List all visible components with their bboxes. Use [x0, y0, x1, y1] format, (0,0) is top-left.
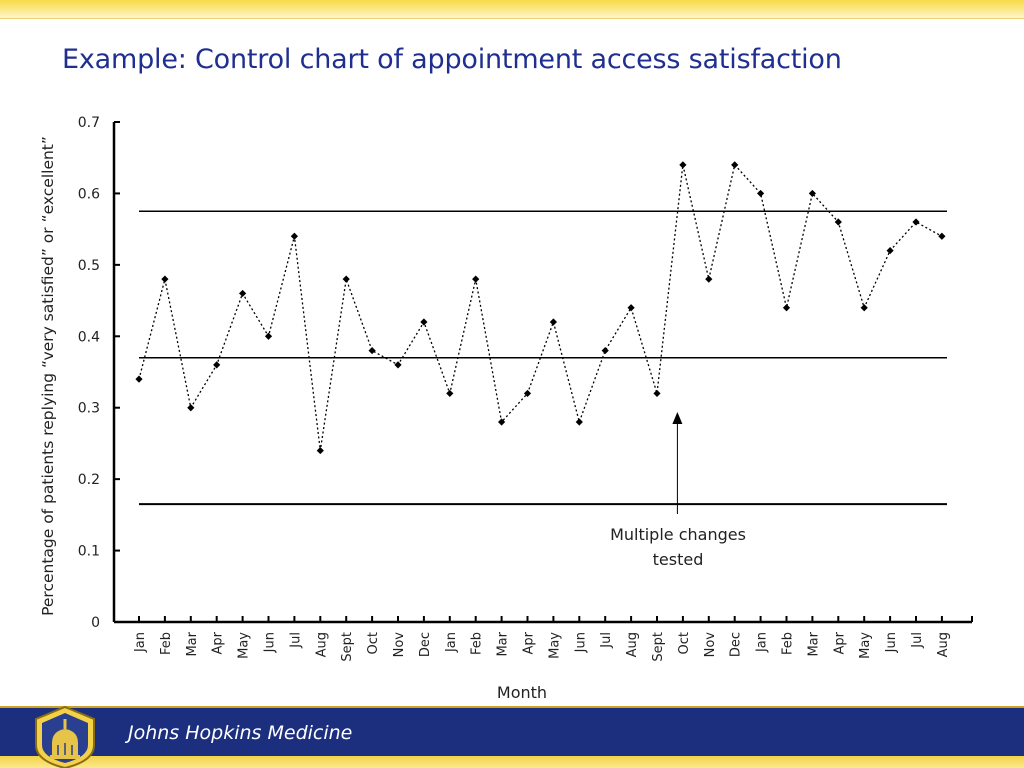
data-point [472, 275, 480, 283]
x-tick-label: Dec [729, 632, 744, 657]
y-tick-label: 0.6 [78, 186, 100, 202]
x-tick-label: Jan [755, 632, 770, 653]
data-point [886, 246, 894, 255]
top-divider [0, 18, 1024, 19]
data-point [627, 304, 635, 312]
x-tick-label: Oct [366, 632, 381, 654]
data-point [394, 361, 402, 369]
data-point [420, 318, 428, 326]
x-tick-label: Apr [522, 631, 537, 654]
x-tick-label: Dec [418, 632, 433, 657]
y-tick-label: 0.2 [78, 472, 100, 488]
y-tick-label: 0.7 [78, 115, 100, 131]
x-tick-label: Jul [599, 632, 614, 649]
x-tick-label: Nov [392, 632, 407, 658]
annotation-text: tested [653, 550, 704, 569]
data-point [575, 418, 583, 426]
x-tick-label: Feb [470, 632, 485, 655]
x-axis-label: Month [497, 683, 547, 702]
footer-top-line [0, 706, 1024, 708]
x-tick-label: May [237, 632, 252, 659]
data-point [938, 232, 946, 240]
x-tick-label: Aug [936, 632, 951, 657]
data-point [705, 275, 713, 283]
y-tick-label: 0.1 [78, 544, 100, 560]
data-point [912, 218, 920, 226]
x-tick-label: Feb [781, 632, 796, 655]
x-tick-label: Jul [910, 632, 925, 649]
data-point [213, 361, 221, 369]
x-tick-label: Aug [625, 632, 640, 657]
data-point [368, 346, 376, 355]
data-point [731, 161, 739, 169]
footer-stripe [0, 756, 1024, 768]
data-point [549, 318, 557, 326]
slide-title: Example: Control chart of appointment ac… [62, 44, 842, 75]
data-point [316, 446, 324, 455]
x-tick-label: Mar [185, 631, 200, 656]
y-tick-label: 0.4 [78, 329, 100, 345]
x-tick-label: Jun [263, 632, 278, 653]
data-point [239, 289, 247, 298]
data-point [161, 275, 169, 283]
top-decorative-band [0, 0, 1024, 18]
x-tick-label: May [858, 632, 873, 659]
data-point [808, 189, 816, 198]
x-tick-label: May [547, 632, 562, 659]
data-point [523, 389, 532, 398]
y-tick-label: 0.5 [78, 258, 100, 274]
data-point [135, 375, 143, 383]
x-tick-label: Jan [444, 632, 459, 653]
data-point [342, 275, 350, 283]
x-tick-label: Feb [159, 632, 174, 655]
data-point [757, 189, 765, 198]
data-point [446, 389, 454, 398]
x-tick-label: Jun [573, 632, 588, 653]
data-point [782, 304, 791, 312]
data-point [290, 232, 298, 240]
x-tick-label: Sept [340, 632, 355, 662]
x-tick-label: Jul [288, 632, 303, 649]
data-point [601, 346, 609, 355]
x-tick-label: Aug [314, 632, 329, 657]
dome-logo-icon [35, 705, 95, 768]
x-tick-label: Apr [832, 631, 847, 654]
series-line [138, 163, 943, 451]
data-point [679, 161, 687, 169]
data-point [834, 218, 842, 226]
x-tick-label: Oct [677, 632, 692, 654]
data-point [498, 418, 506, 426]
data-point [860, 304, 868, 312]
x-tick-label: Apr [211, 631, 226, 654]
annotation-arrow-head [672, 412, 683, 424]
y-tick-label: 0 [91, 615, 100, 631]
x-tick-label: Nov [703, 632, 718, 658]
annotation-text: Multiple changes [610, 525, 746, 544]
x-tick-label: Jun [884, 632, 899, 653]
y-tick-label: 0.3 [78, 401, 100, 417]
data-point [653, 389, 661, 398]
x-tick-label: Jan [133, 632, 148, 653]
control-chart: Percentage of patients replying “very sa… [39, 115, 973, 702]
x-tick-label: Mar [496, 631, 511, 656]
x-tick-label: Mar [806, 631, 821, 656]
footer-org-name: Johns Hopkins Medicine [128, 722, 353, 744]
data-point [264, 332, 273, 340]
x-tick-label: Sept [651, 632, 666, 662]
y-axis-label: Percentage of patients replying “very sa… [39, 136, 57, 616]
data-point [187, 404, 195, 412]
